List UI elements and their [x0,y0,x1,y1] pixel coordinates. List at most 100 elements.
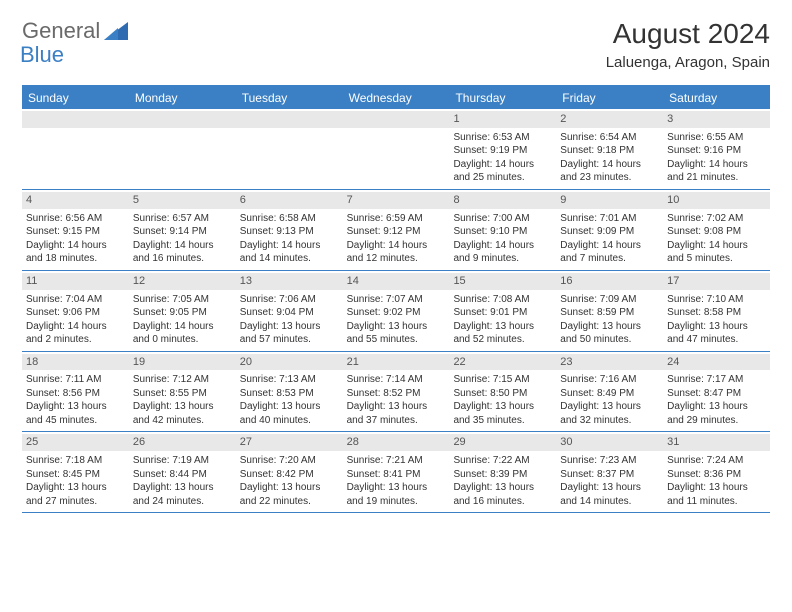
day2-text: and 35 minutes. [453,414,552,428]
sunset-text: Sunset: 8:52 PM [347,387,446,401]
day2-text: and 29 minutes. [667,414,766,428]
date-number [343,111,450,128]
day-cell: 28Sunrise: 7:21 AMSunset: 8:41 PMDayligh… [343,432,450,512]
day1-text: Daylight: 14 hours [26,320,125,334]
day2-text: and 25 minutes. [453,171,552,185]
week-row: 1Sunrise: 6:53 AMSunset: 9:19 PMDaylight… [22,109,770,190]
date-number: 24 [663,354,770,371]
sunrise-text: Sunrise: 7:20 AM [240,454,339,468]
sunrise-text: Sunrise: 7:13 AM [240,373,339,387]
sunrise-text: Sunrise: 7:00 AM [453,212,552,226]
day2-text: and 11 minutes. [667,495,766,509]
location-text: Laluenga, Aragon, Spain [606,54,770,71]
sunrise-text: Sunrise: 7:19 AM [133,454,232,468]
day-cell: 19Sunrise: 7:12 AMSunset: 8:55 PMDayligh… [129,352,236,432]
day1-text: Daylight: 13 hours [667,481,766,495]
day-cell: 25Sunrise: 7:18 AMSunset: 8:45 PMDayligh… [22,432,129,512]
sunrise-text: Sunrise: 7:02 AM [667,212,766,226]
day2-text: and 57 minutes. [240,333,339,347]
date-number [129,111,236,128]
sunset-text: Sunset: 9:05 PM [133,306,232,320]
day2-text: and 2 minutes. [26,333,125,347]
day-cell: 8Sunrise: 7:00 AMSunset: 9:10 PMDaylight… [449,190,556,270]
sunset-text: Sunset: 8:45 PM [26,468,125,482]
day2-text: and 12 minutes. [347,252,446,266]
day-cell: 15Sunrise: 7:08 AMSunset: 9:01 PMDayligh… [449,271,556,351]
day-header: Thursday [449,87,556,109]
week-row: 18Sunrise: 7:11 AMSunset: 8:56 PMDayligh… [22,352,770,433]
date-number: 7 [343,192,450,209]
day1-text: Daylight: 13 hours [560,400,659,414]
sunrise-text: Sunrise: 7:21 AM [347,454,446,468]
date-number: 14 [343,273,450,290]
date-number: 21 [343,354,450,371]
day1-text: Daylight: 14 hours [347,239,446,253]
sunset-text: Sunset: 9:08 PM [667,225,766,239]
day-cell: 6Sunrise: 6:58 AMSunset: 9:13 PMDaylight… [236,190,343,270]
day-cell: 18Sunrise: 7:11 AMSunset: 8:56 PMDayligh… [22,352,129,432]
day2-text: and 9 minutes. [453,252,552,266]
sunset-text: Sunset: 9:01 PM [453,306,552,320]
sunset-text: Sunset: 9:18 PM [560,144,659,158]
date-number: 26 [129,434,236,451]
day-cell: 26Sunrise: 7:19 AMSunset: 8:44 PMDayligh… [129,432,236,512]
sunrise-text: Sunrise: 7:12 AM [133,373,232,387]
day1-text: Daylight: 14 hours [560,158,659,172]
calendar-grid: Sunday Monday Tuesday Wednesday Thursday… [22,85,770,513]
week-row: 4Sunrise: 6:56 AMSunset: 9:15 PMDaylight… [22,190,770,271]
day-cell: 31 Sunrise: 7:24 AMSunset: 8:36 PMDayligh… [663,432,770,512]
sunrise-text: Sunrise: 6:55 AM [667,131,766,145]
sunset-text: Sunset: 8:36 PM [667,468,766,482]
sunset-text: Sunset: 9:09 PM [560,225,659,239]
sunset-text: Sunset: 9:10 PM [453,225,552,239]
sunrise-text: Sunrise: 7:15 AM [453,373,552,387]
logo-triangle-icon [104,22,128,40]
day2-text: and 37 minutes. [347,414,446,428]
date-number [236,111,343,128]
day1-text: Daylight: 13 hours [240,320,339,334]
date-number: 13 [236,273,343,290]
date-number: 20 [236,354,343,371]
date-number: 4 [22,192,129,209]
month-title: August 2024 [606,18,770,50]
day-cell: 30Sunrise: 7:23 AMSunset: 8:37 PMDayligh… [556,432,663,512]
day-cell: 2Sunrise: 6:54 AMSunset: 9:18 PMDaylight… [556,109,663,189]
date-number: 23 [556,354,663,371]
sunrise-text: Sunrise: 7:04 AM [26,293,125,307]
sunset-text: Sunset: 8:53 PM [240,387,339,401]
sunset-text: Sunset: 9:13 PM [240,225,339,239]
day-header: Friday [556,87,663,109]
day2-text: and 24 minutes. [133,495,232,509]
logo-text-blue: Blue [20,42,64,67]
sunrise-text: Sunrise: 7:06 AM [240,293,339,307]
day2-text: and 0 minutes. [133,333,232,347]
sunset-text: Sunset: 9:02 PM [347,306,446,320]
day-cell [236,109,343,189]
day1-text: Daylight: 14 hours [453,158,552,172]
day2-text: and 52 minutes. [453,333,552,347]
day1-text: Daylight: 13 hours [667,320,766,334]
sunset-text: Sunset: 8:55 PM [133,387,232,401]
week-row: 11Sunrise: 7:04 AMSunset: 9:06 PMDayligh… [22,271,770,352]
day1-text: Daylight: 14 hours [560,239,659,253]
date-number: 31 [663,434,770,451]
day-cell: 1Sunrise: 6:53 AMSunset: 9:19 PMDaylight… [449,109,556,189]
sunrise-text: Sunrise: 6:56 AM [26,212,125,226]
sunset-text: Sunset: 9:12 PM [347,225,446,239]
day-cell: 24Sunrise: 7:17 AMSunset: 8:47 PMDayligh… [663,352,770,432]
sunset-text: Sunset: 8:59 PM [560,306,659,320]
sunrise-text: Sunrise: 7:24 AM [667,454,766,468]
day2-text: and 47 minutes. [667,333,766,347]
day-cell: 21 Sunrise: 7:14 AMSunset: 8:52 PMDayligh… [343,352,450,432]
sunset-text: Sunset: 8:47 PM [667,387,766,401]
day-cell: 7Sunrise: 6:59 AMSunset: 9:12 PMDaylight… [343,190,450,270]
sunrise-text: Sunrise: 7:23 AM [560,454,659,468]
day1-text: Daylight: 14 hours [667,239,766,253]
sunrise-text: Sunrise: 7:14 AM [347,373,446,387]
day-cell: 22Sunrise: 7:15 AMSunset: 8:50 PMDayligh… [449,352,556,432]
sunset-text: Sunset: 8:50 PM [453,387,552,401]
sunset-text: Sunset: 8:44 PM [133,468,232,482]
date-number: 16 [556,273,663,290]
date-number: 28 [343,434,450,451]
day1-text: Daylight: 13 hours [347,400,446,414]
